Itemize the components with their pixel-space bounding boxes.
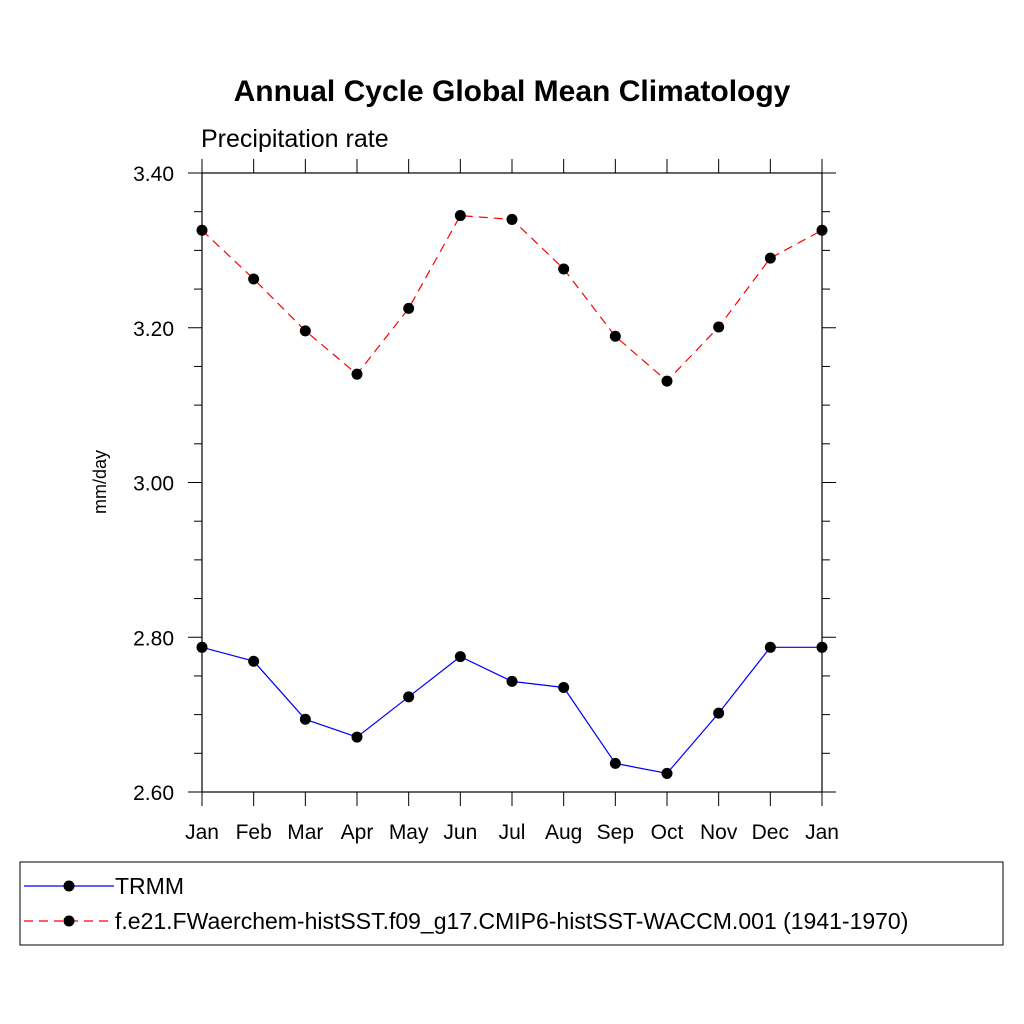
legend-item-0: TRMM [24, 873, 184, 899]
axes: Jan Feb Mar Apr May Jun Jul Aug Sep Oct Nov Dec Jan 2… [133, 159, 839, 844]
data-point [609, 330, 621, 342]
data-point [196, 641, 208, 653]
y-tick-label: 3.40 [133, 163, 174, 186]
legend-marker [63, 880, 75, 892]
data-point [661, 375, 673, 387]
series-0 [196, 641, 828, 779]
data-point [248, 273, 260, 285]
x-tick-label: Jan [805, 821, 839, 844]
data-point [816, 641, 828, 653]
data-point [764, 641, 776, 653]
x-tick-label: Jan [185, 821, 219, 844]
data-point [713, 321, 725, 333]
y-axis-label: mm/day [90, 450, 110, 514]
legend-box [19, 861, 1004, 946]
data-point [299, 713, 311, 725]
x-tick-label: Nov [700, 821, 738, 844]
legend-label: f.e21.FWaerchem-histSST.f09_g17.CMIP6-hi… [115, 908, 908, 934]
series-1 [196, 210, 828, 387]
data-point [609, 757, 621, 769]
data-point [403, 691, 415, 703]
data-point [661, 767, 673, 779]
data-point [764, 252, 776, 264]
data-point [299, 325, 311, 337]
data-point [506, 213, 518, 225]
data-point [506, 675, 518, 687]
x-tick-label: Jun [443, 821, 477, 844]
chart-title: Annual Cycle Global Mean Climatology [234, 75, 791, 108]
data-point [558, 263, 570, 275]
data-point [454, 210, 466, 222]
y-tick-label: 2.60 [133, 782, 174, 805]
data-point [713, 707, 725, 719]
y-tick-label: 3.20 [133, 318, 174, 341]
x-tick-label: Jul [499, 821, 526, 844]
x-tick-label: Apr [341, 821, 374, 844]
data-point [558, 682, 570, 694]
series-line [201, 214, 823, 382]
data-point [816, 224, 828, 236]
data-point [351, 368, 363, 380]
x-tick-label: Feb [236, 821, 272, 844]
x-tick-label: Oct [651, 821, 684, 844]
legend: TRMM f.e21.FWaerchem-histSST.f09_g17.CMIP… [19, 861, 1004, 946]
legend-marker [63, 915, 75, 927]
data-point [248, 655, 260, 667]
y-tick-label: 3.00 [133, 473, 174, 496]
data-point [196, 224, 208, 236]
series-line [201, 646, 822, 775]
x-tick-label: Mar [287, 821, 323, 844]
x-tick-label: Dec [752, 821, 789, 844]
chart-subtitle: Precipitation rate [201, 125, 389, 153]
legend-label: TRMM [115, 873, 184, 899]
series-layer [196, 210, 828, 779]
x-tick-label: May [389, 821, 429, 844]
x-tick-label: Sep [597, 821, 634, 844]
x-tick-label: Aug [545, 821, 582, 844]
y-tick-label: 2.80 [133, 627, 174, 650]
data-point [403, 302, 415, 314]
legend-item-1: f.e21.FWaerchem-histSST.f09_g17.CMIP6-hi… [24, 908, 908, 934]
data-point [454, 651, 466, 663]
data-point [351, 731, 363, 743]
